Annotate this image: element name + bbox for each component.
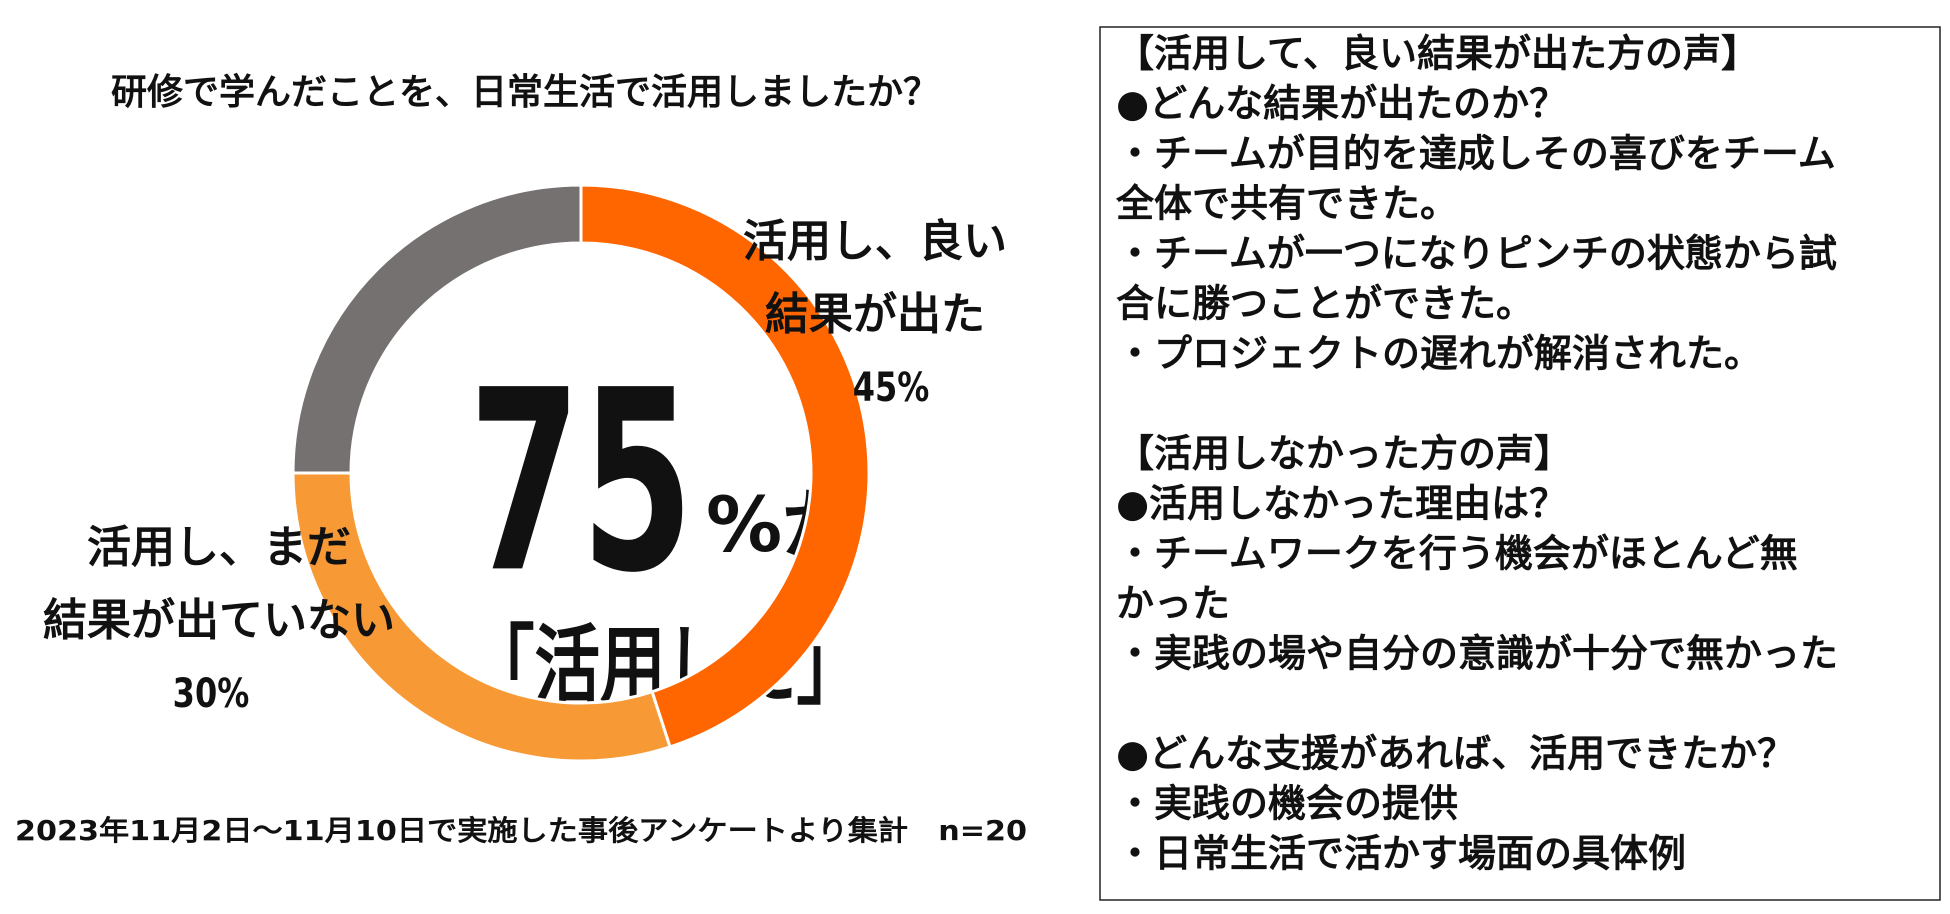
panel-line: ・チームが一つになりピンチの状態から試 — [1116, 232, 1837, 276]
panel-line: ・チームが目的を達成しその喜びをチーム — [1116, 132, 1836, 176]
segment-label: 活用し、良い結果が出た — [743, 216, 1007, 340]
value-label: 45% — [853, 363, 930, 410]
panel-line: 【活用して、良い結果が出た方の声】 — [1116, 32, 1759, 76]
source-note: 2023年11月2日～11月10日で実施した事後アンケートより集計 n=20 — [15, 814, 1027, 847]
panel-line: ・日常生活で活かす場面の具体例 — [1116, 832, 1686, 876]
panel-line: ●活用しなかった理由は？ — [1116, 482, 1567, 526]
panel-line: ●どんな結果が出たのか？ — [1116, 82, 1567, 126]
chart-title: 研修で学んだことを、日常生活で活用しましたか？ — [111, 71, 939, 113]
panel-line: かった — [1116, 582, 1230, 626]
value-label: 30% — [173, 669, 250, 716]
panel-line: ・実践の機会の提供 — [1116, 782, 1458, 826]
panel-line: ・プロジェクトの遅れが解消された。 — [1116, 332, 1762, 376]
panel-line: ●どんな支援があれば、活用できたか？ — [1116, 732, 1795, 776]
panel-line: 【活用しなかった方の声】 — [1116, 432, 1572, 476]
donut-segment — [579, 183, 871, 749]
panel-line: ・実践の場や自分の意識が十分で無かった — [1116, 632, 1838, 676]
center-number: 75 — [469, 336, 694, 627]
panel-line: 全体で共有できた。 — [1115, 182, 1458, 226]
panel-line: 合に勝つことができた。 — [1116, 282, 1534, 326]
segment-label: 活用し、まだ結果が出ていない — [43, 522, 395, 646]
panel-line: ・チームワークを行う機会がほとんど無 — [1116, 532, 1798, 576]
comment-panel — [1099, 26, 1941, 901]
donut-segment — [291, 183, 583, 475]
